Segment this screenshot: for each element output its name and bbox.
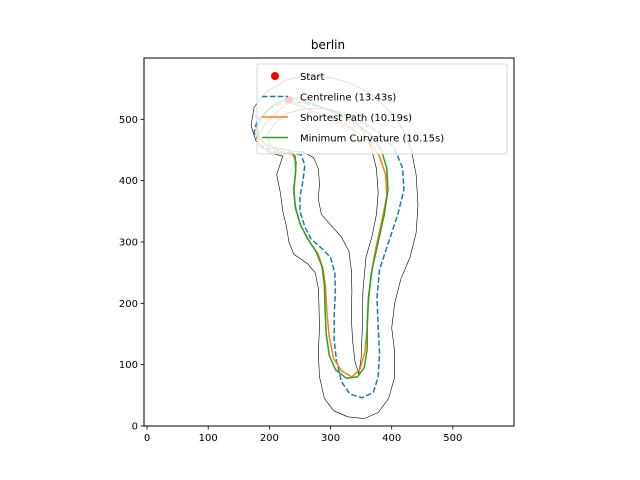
x-tick-label: 400 xyxy=(382,433,401,444)
legend-label: Centreline (13.43s) xyxy=(300,93,396,104)
legend: Start Centreline (13.43s) Shortest Path (1… xyxy=(256,63,508,155)
y-tick-label: 200 xyxy=(119,299,138,310)
x-tick-label: 500 xyxy=(443,433,462,444)
chart-title: berlin xyxy=(311,38,345,52)
y-tick-label: 300 xyxy=(119,238,138,249)
y-tick-label: 500 xyxy=(119,115,138,126)
legend-label: Shortest Path (10.19s) xyxy=(300,113,412,124)
y-tick-label: 100 xyxy=(119,360,138,371)
x-tick-label: 100 xyxy=(199,433,218,444)
legend-box xyxy=(256,63,508,155)
legend-marker-start xyxy=(271,72,279,80)
x-tick-label: 300 xyxy=(321,433,340,444)
y-tick-label: 400 xyxy=(119,176,138,187)
x-tick-label: 200 xyxy=(260,433,279,444)
x-tick-label: 0 xyxy=(144,433,150,444)
axis-ticks: 0 100 200 300 400 500 0 100 200 300 400 500 xyxy=(119,115,462,444)
legend-label: Minimum Curvature (10.15s) xyxy=(300,134,444,145)
y-tick-label: 0 xyxy=(132,422,138,433)
legend-label: Start xyxy=(300,72,325,83)
